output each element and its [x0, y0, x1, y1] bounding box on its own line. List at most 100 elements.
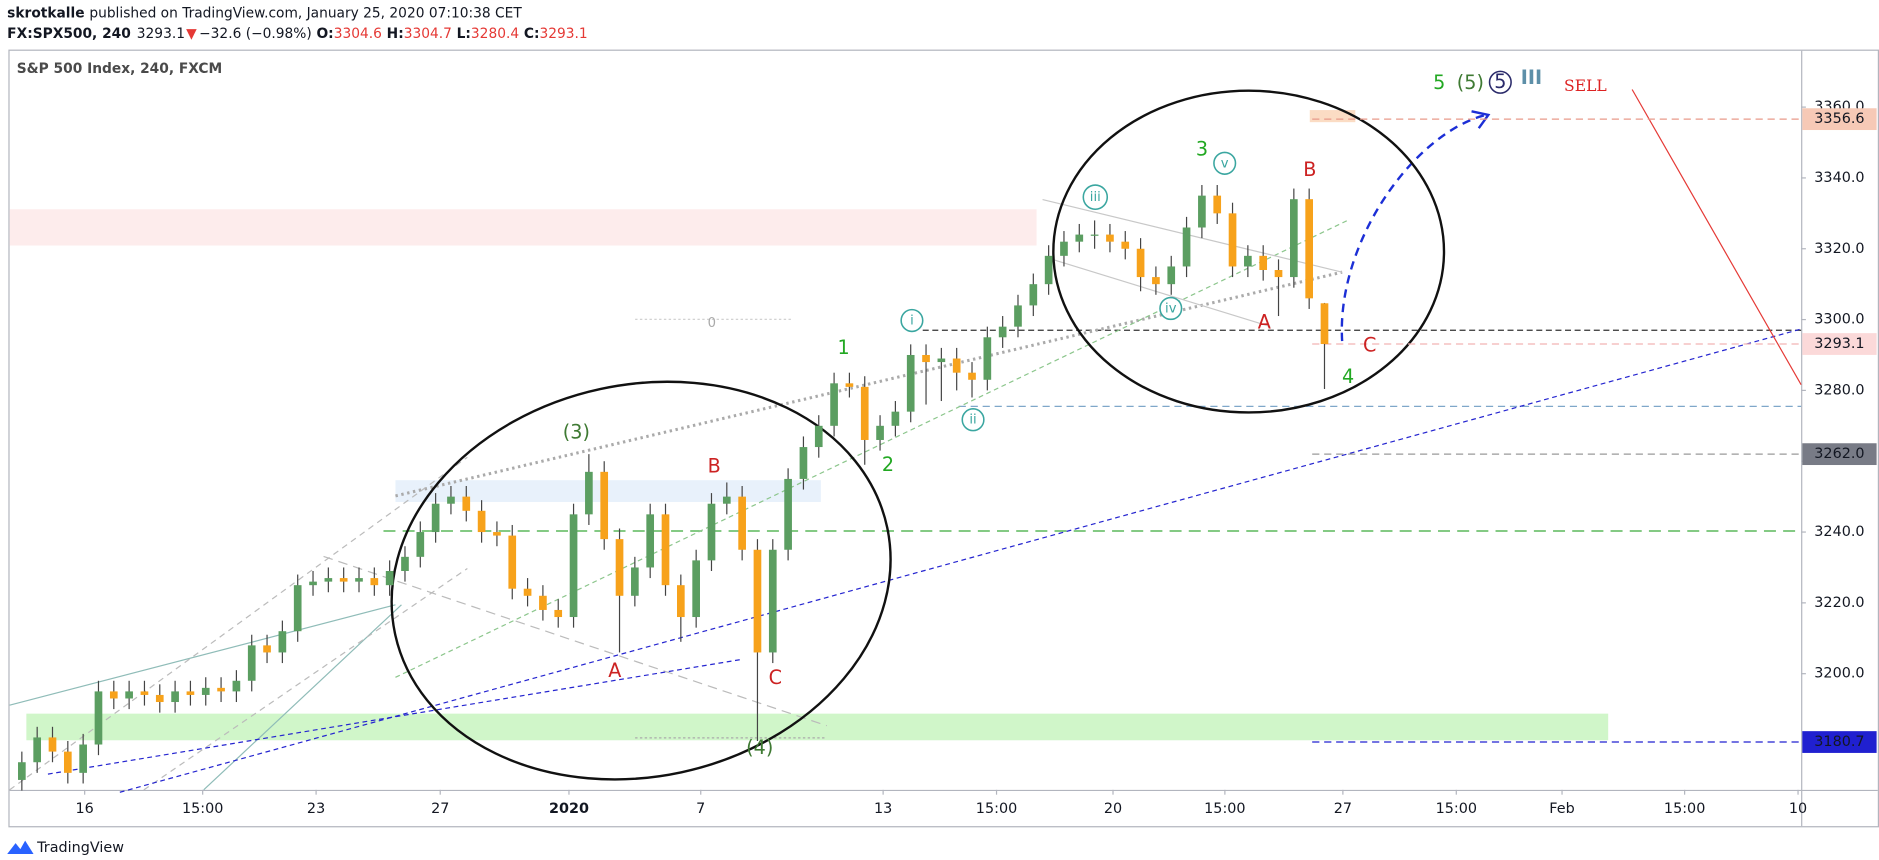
candle-body	[1152, 277, 1160, 285]
axes: 3200.03220.03240.03260.03280.03300.03320…	[76, 99, 1877, 817]
x-tick-label: 20	[1104, 801, 1122, 817]
candle-body	[1320, 303, 1329, 345]
candle-body	[799, 447, 808, 479]
candle-body	[447, 496, 455, 504]
candle-body	[676, 585, 685, 618]
candle-body	[830, 383, 838, 426]
candle-body	[217, 687, 225, 692]
price-label-box	[1802, 333, 1877, 355]
low-value: 3280.4	[471, 26, 519, 42]
candle-body	[171, 691, 179, 703]
wave-label: 5	[1433, 71, 1445, 94]
candle-body	[922, 354, 930, 363]
candle-body	[186, 691, 195, 695]
x-tick-label: Feb	[1549, 801, 1574, 817]
blue-trend-line	[119, 328, 1802, 793]
wave-label: 0	[708, 316, 716, 331]
x-tick-label: 27	[431, 801, 449, 817]
candle-body	[1244, 255, 1252, 267]
candle-body	[983, 337, 992, 380]
candle-body	[569, 514, 578, 618]
price-label-box	[1802, 731, 1877, 753]
candle-body	[1290, 199, 1298, 278]
candle-body	[278, 631, 287, 653]
price-label-box	[1802, 443, 1877, 466]
candle-body	[477, 510, 486, 533]
logo	[7, 840, 34, 854]
price-label: 3180.7	[1814, 734, 1864, 750]
candles	[18, 185, 1329, 791]
high-label: H:	[387, 26, 404, 42]
candle-body	[814, 425, 823, 448]
x-tick-label: 15:00	[976, 801, 1017, 817]
wave-label: B	[708, 454, 721, 477]
candle-body	[293, 585, 302, 632]
wave-circle	[1082, 184, 1109, 211]
footer: TradingView	[7, 840, 124, 856]
wave-label: v	[1221, 156, 1229, 171]
candle-body	[860, 386, 869, 440]
candle-body	[523, 588, 532, 596]
price-lines	[1312, 118, 1802, 743]
channel-line	[1054, 259, 1271, 328]
candle-body	[1228, 213, 1237, 267]
wave-circle	[1488, 70, 1512, 94]
wave-label: III	[1521, 66, 1542, 89]
support-zone	[26, 713, 1609, 741]
y-tick-label: 3340.0	[1814, 170, 1864, 186]
wave-label: A	[608, 659, 622, 682]
wave-label: 3	[1196, 137, 1208, 160]
wave-label: (4)	[746, 736, 773, 759]
candle-body	[339, 578, 348, 582]
x-tick-label: 2020	[549, 801, 589, 817]
y-tick-label: 3300.0	[1814, 312, 1864, 328]
candle-body	[952, 358, 961, 373]
channel-line	[143, 567, 468, 791]
candle-body	[1305, 199, 1314, 299]
x-tick-label: 15:00	[1204, 801, 1245, 817]
wave-label: A	[1258, 310, 1272, 333]
candle-body	[493, 532, 501, 536]
candle-body	[1213, 195, 1222, 214]
wave-label: SELL	[1564, 76, 1607, 95]
candle-body	[891, 411, 900, 426]
candle-body	[1259, 255, 1268, 271]
candle-body	[753, 549, 762, 653]
price-label: 3356.6	[1814, 111, 1864, 127]
candle-body	[1044, 255, 1053, 285]
open-value: 3304.6	[334, 26, 382, 42]
footer-brand: TradingView	[36, 840, 124, 856]
wave-label: 4	[1342, 365, 1354, 388]
candle-body	[18, 762, 26, 780]
x-tick-label: 13	[874, 801, 892, 817]
candle-body	[94, 691, 103, 745]
channel-line	[9, 456, 468, 791]
candle-body	[998, 326, 1007, 338]
change: −32.6 (−0.98%)	[199, 26, 312, 42]
open-label: O:	[316, 26, 333, 42]
candle-body	[79, 744, 87, 773]
close-label: C:	[524, 26, 540, 42]
candle-body	[600, 471, 609, 540]
candle-body	[1274, 270, 1283, 278]
x-tick-label: 15:00	[1436, 801, 1477, 817]
header-line-1: skrotkalle published on TradingView.com, …	[7, 5, 522, 21]
y-tick-label: 3220.0	[1814, 595, 1864, 611]
header-line-2: FX:SPX500, 240 3293.1▼ −32.6 (−0.98%) O:330…	[7, 26, 587, 42]
y-tick-label: 3280.0	[1814, 382, 1864, 398]
candle-body	[263, 645, 271, 653]
y-tick-label: 3240.0	[1814, 524, 1864, 540]
candle-body	[615, 539, 624, 596]
candle-body	[692, 560, 700, 618]
trend-line	[9, 604, 396, 706]
frame	[8, 49, 1879, 828]
x-tick-label: 10	[1789, 801, 1807, 817]
candle-body	[247, 645, 256, 681]
candle-body	[1029, 284, 1038, 306]
candle-body	[1121, 241, 1130, 249]
candle-body	[140, 691, 149, 695]
candle-body	[201, 687, 210, 695]
wave-label: iv	[1165, 301, 1177, 316]
candle-body	[48, 737, 57, 752]
